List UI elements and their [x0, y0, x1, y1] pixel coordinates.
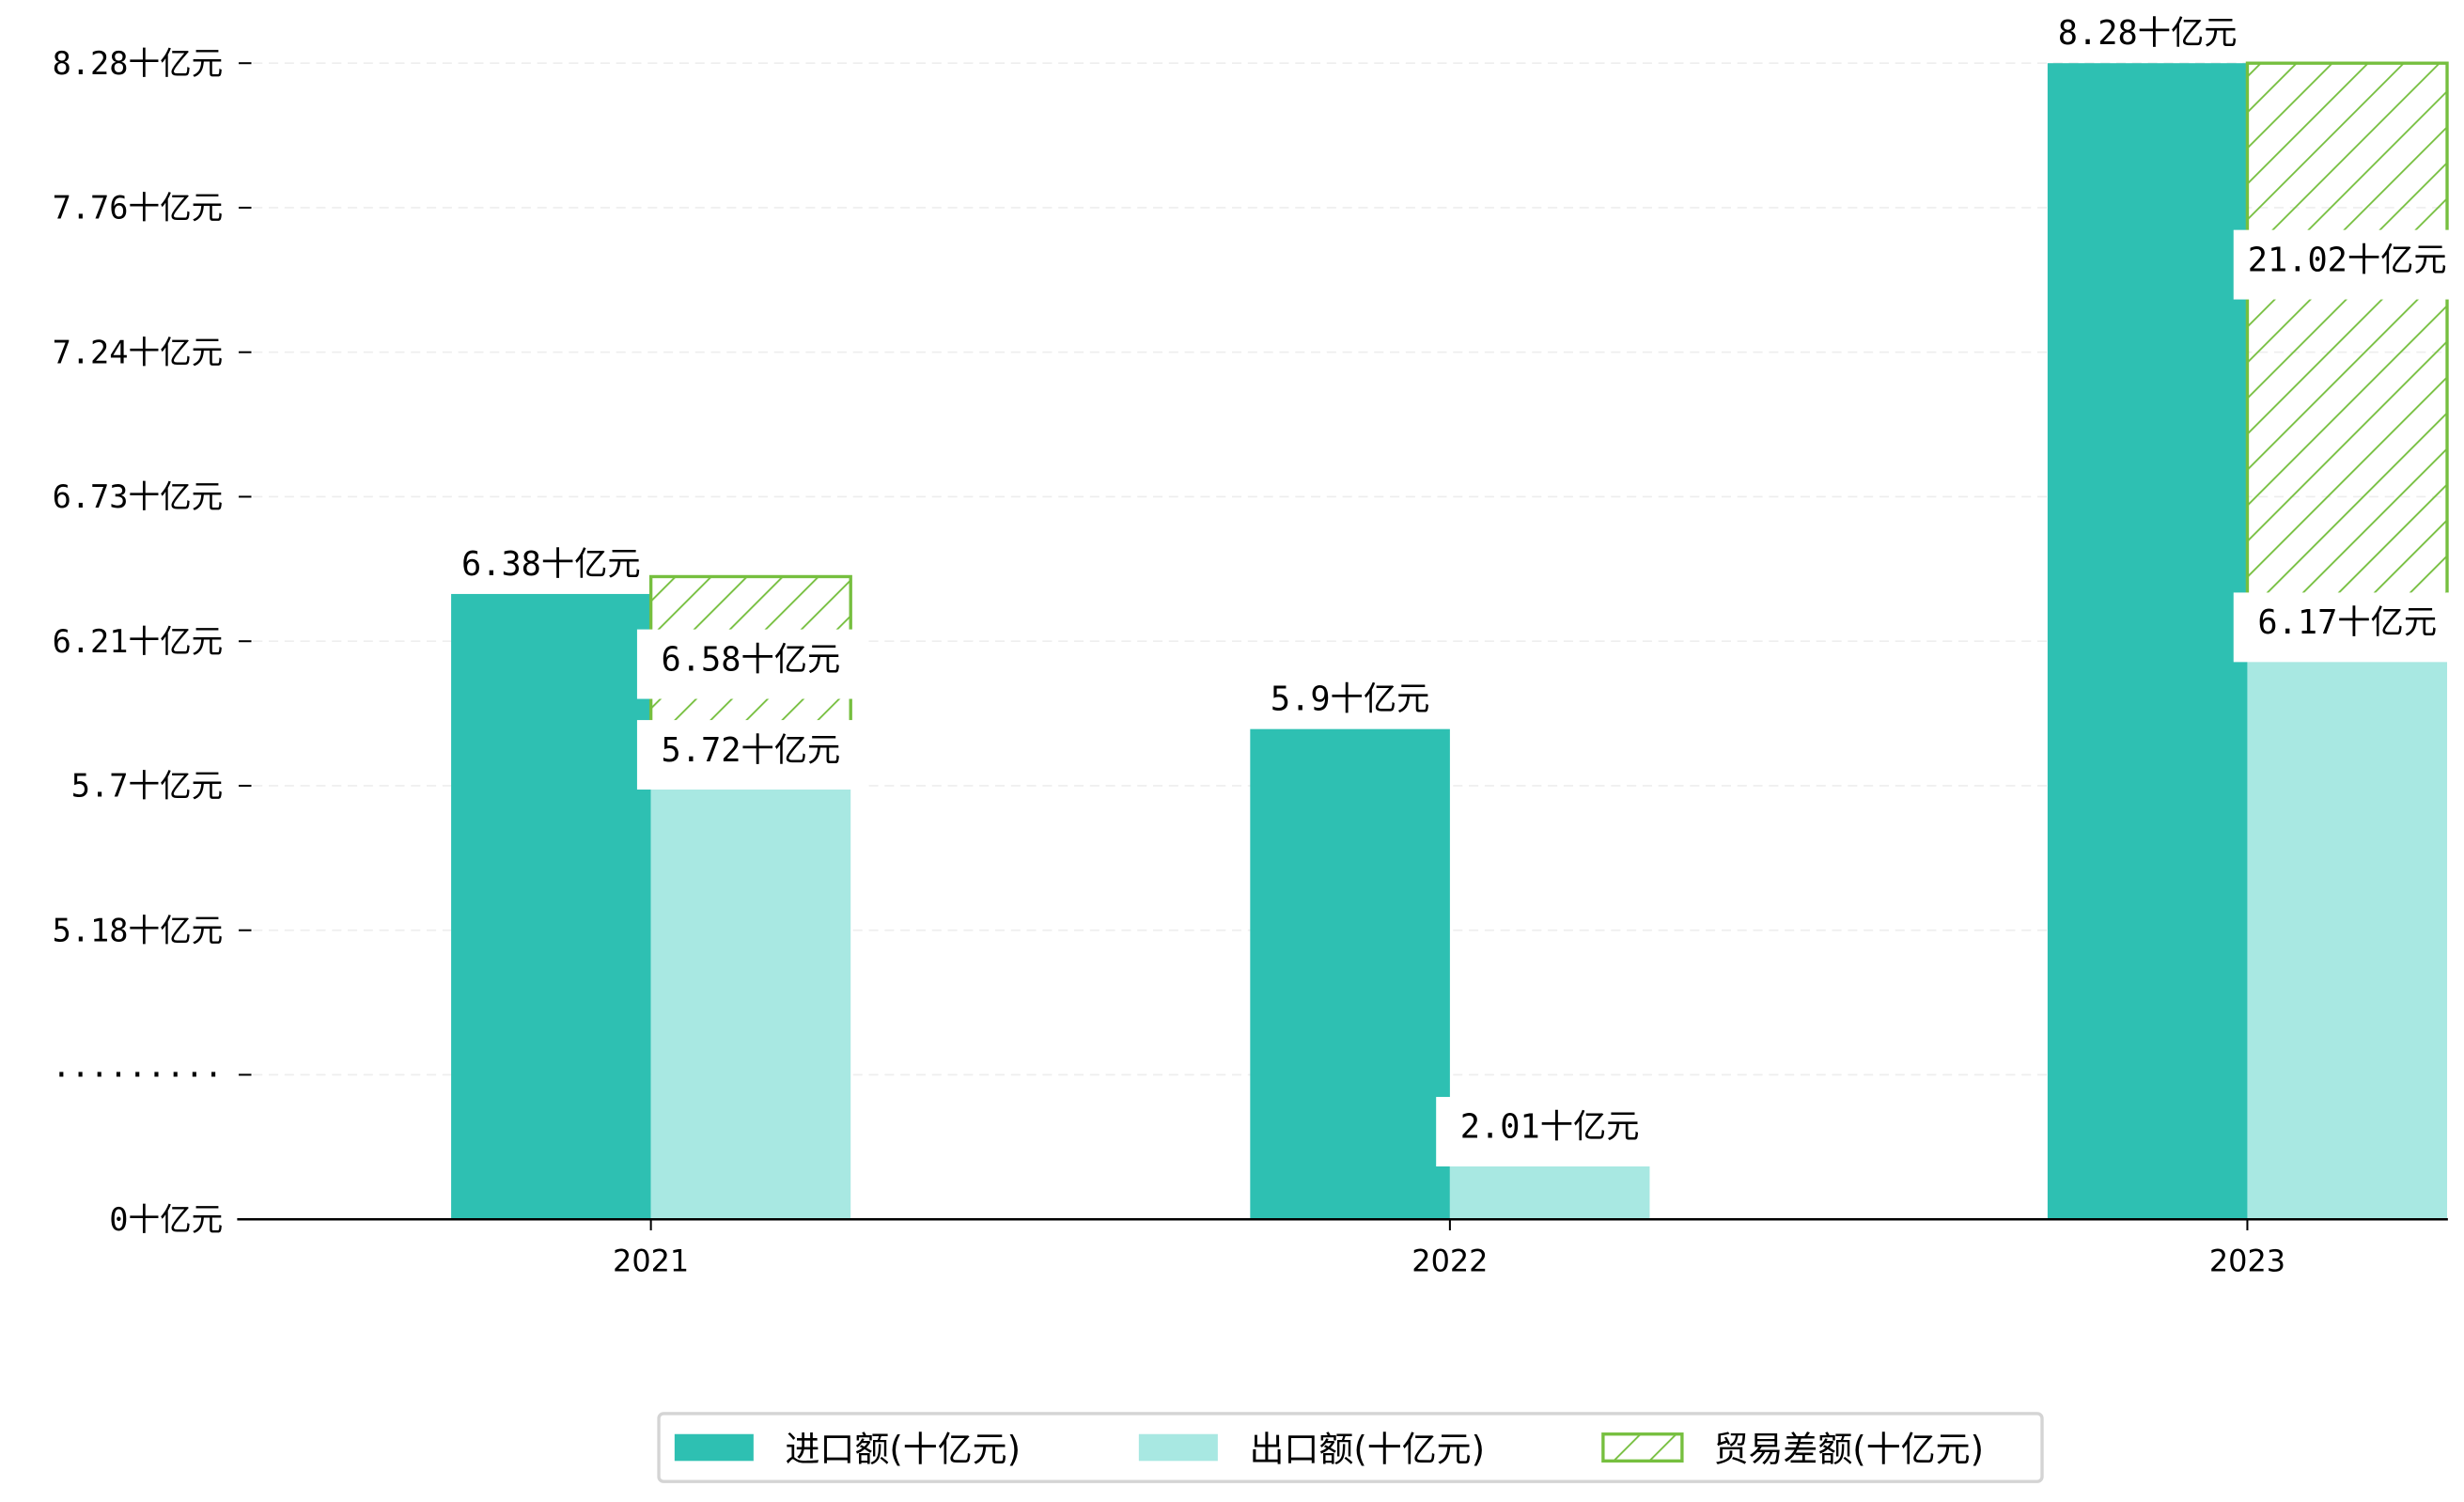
legend-swatch-0 [674, 1433, 754, 1462]
legend-swatch-2 [1601, 1432, 1684, 1463]
label-import: 6.38十亿元 [461, 545, 641, 584]
legend-label-2: 贸易差额(十亿元) [1714, 1429, 1985, 1469]
label-background [2233, 229, 2461, 300]
y-tick-label: 5.18十亿元 [53, 912, 224, 948]
bar-export [650, 779, 851, 1220]
bar-export [1449, 1156, 1650, 1220]
x-tick-label: 2022 [1411, 1244, 1488, 1279]
y-tick-label: ········· [52, 1056, 223, 1093]
x-tick-label: 2023 [2209, 1244, 2285, 1279]
legend-swatch-1 [1138, 1433, 1218, 1462]
y-tick-label: 0十亿元 [109, 1201, 223, 1238]
label-background [636, 629, 865, 699]
label-background [636, 720, 865, 790]
label-background [2233, 592, 2461, 663]
label-export: 5.72十亿元 [662, 731, 841, 770]
y-tick-label: 5.7十亿元 [71, 768, 223, 805]
legend-box [657, 1412, 2044, 1483]
y-tick-label: 7.24十亿元 [53, 334, 224, 370]
label-import: 5.9十亿元 [1271, 681, 1430, 719]
y-tick-label: 6.73十亿元 [53, 478, 224, 515]
legend-label-1: 出口额(十亿元) [1249, 1429, 1485, 1469]
data-labels: 6.38十亿元 6.58十亿元 5.72十亿元 5.9十亿元 2.01十亿元 8.28十亿… [461, 14, 2461, 1166]
bar-import [1250, 728, 1450, 1220]
y-tick-label: 7.76十亿元 [53, 190, 224, 227]
bar-import [2047, 63, 2248, 1220]
label-export: 6.17十亿元 [2257, 603, 2437, 642]
bar-trade-balance [2245, 61, 2449, 654]
legend: 进口额(十亿元) 出口额(十亿元) 贸易差额(十亿元) [657, 1412, 2044, 1483]
label-background [1436, 1097, 1664, 1166]
y-tick-label: 6.21十亿元 [53, 623, 224, 660]
axes: 0十亿元 ········· 5.18十亿元 5.7十亿元 6.21十亿元 6.73十亿元… [52, 45, 2448, 1279]
y-tick-label: 8.28十亿元 [53, 45, 224, 82]
bar-export [2247, 652, 2448, 1220]
x-tick-label: 2021 [613, 1244, 689, 1279]
bar-import [451, 593, 651, 1220]
label-export: 2.01十亿元 [1460, 1108, 1640, 1147]
label-import: 8.28十亿元 [2058, 14, 2238, 53]
label-trade-balance: 6.58十亿元 [662, 640, 841, 679]
label-trade-balance: 21.02十亿元 [2248, 241, 2447, 279]
legend-label-0: 进口额(十亿元) [785, 1429, 1021, 1469]
